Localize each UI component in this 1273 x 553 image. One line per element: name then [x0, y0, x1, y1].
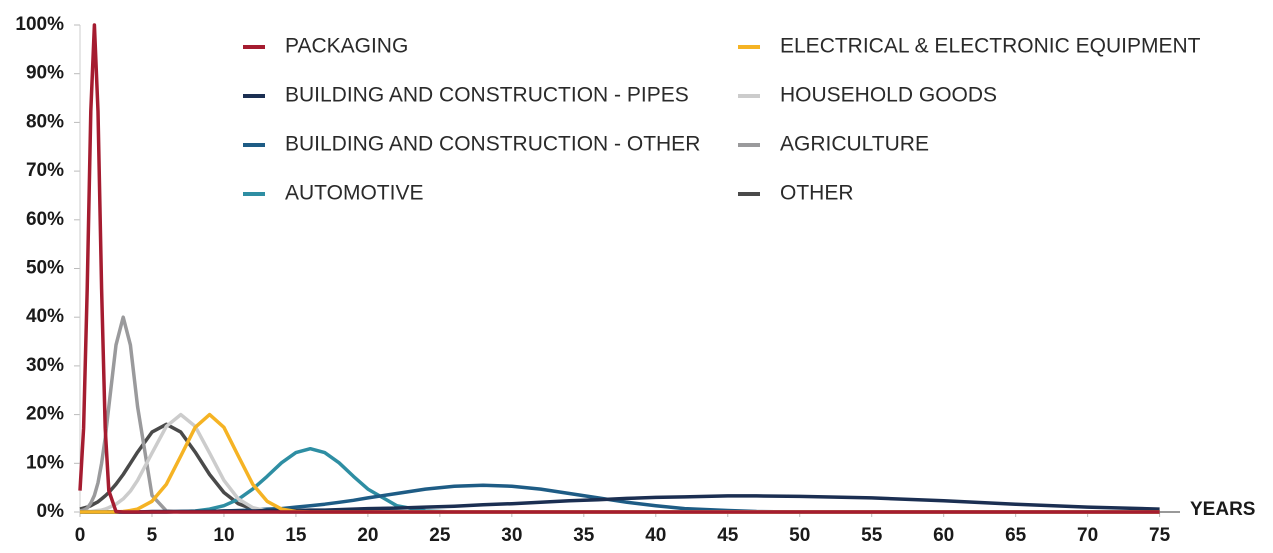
x-tick-label: 65 [1005, 525, 1027, 546]
x-tick-label: 60 [933, 525, 954, 546]
y-tick-label: 100% [15, 14, 64, 35]
x-tick-label: 25 [429, 525, 451, 546]
legend-label: OTHER [780, 182, 854, 205]
y-tick-label: 90% [26, 63, 64, 84]
legend-label: AUTOMOTIVE [285, 182, 423, 205]
legend-label: ELECTRICAL & ELECTRONIC EQUIPMENT [780, 35, 1201, 58]
y-tick-label: 0% [37, 501, 65, 522]
x-tick-label: 40 [645, 525, 666, 546]
x-tick-label: 50 [789, 525, 810, 546]
legend-label: HOUSEHOLD GOODS [780, 84, 997, 107]
y-tick-label: 40% [26, 306, 64, 327]
x-tick-label: 45 [717, 525, 739, 546]
y-tick-label: 20% [26, 404, 64, 425]
legend-label: AGRICULTURE [780, 133, 929, 156]
x-tick-label: 20 [357, 525, 378, 546]
y-tick-label: 50% [26, 258, 64, 279]
x-tick-label: 75 [1149, 525, 1171, 546]
y-tick-label: 30% [26, 355, 64, 376]
x-tick-label: 0 [75, 525, 86, 546]
series-line [79, 315, 1160, 514]
x-tick-label: 70 [1077, 525, 1098, 546]
legend-label: BUILDING AND CONSTRUCTION - OTHER [285, 133, 700, 156]
legend-label: BUILDING AND CONSTRUCTION - PIPES [285, 84, 689, 107]
y-tick-label: 80% [26, 111, 64, 132]
y-tick-label: 10% [26, 452, 64, 473]
x-tick-label: 35 [573, 525, 595, 546]
x-tick-label: 10 [213, 525, 234, 546]
x-tick-label: 30 [501, 525, 522, 546]
series-line [78, 23, 1160, 514]
y-tick-label: 70% [26, 160, 64, 181]
y-tick-label: 60% [26, 209, 64, 230]
x-tick-label: 55 [861, 525, 883, 546]
x-tick-label: 15 [285, 525, 307, 546]
x-axis-label: YEARS [1190, 499, 1255, 520]
legend-label: PACKAGING [285, 35, 408, 58]
x-tick-label: 5 [147, 525, 158, 546]
